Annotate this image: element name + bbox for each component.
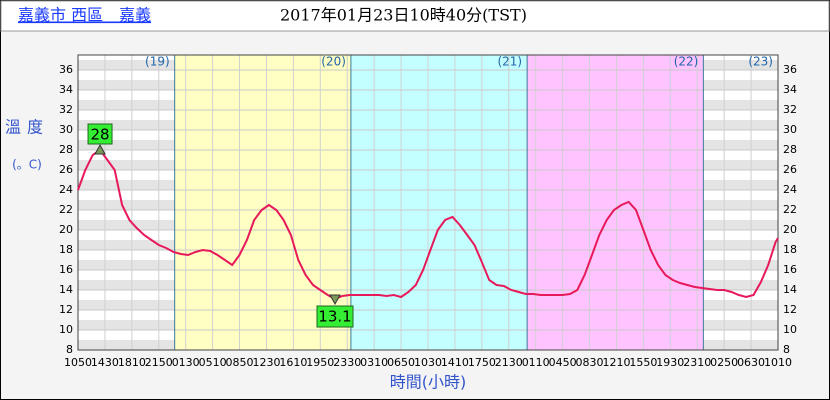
header-bar (0, 0, 830, 32)
x-tick-label: 1550 (629, 356, 657, 369)
y-tick-label-right: 12 (783, 303, 797, 316)
day-label: (23) (748, 55, 773, 69)
x-tick-label: 1610 (279, 356, 307, 369)
y-tick-label: 32 (59, 103, 73, 116)
x-tick-label: 0250 (710, 356, 738, 369)
x-tick-label: 0310 (360, 356, 388, 369)
day-label: (20) (321, 55, 346, 69)
y-tick-label: 18 (59, 243, 73, 256)
y-tick-label-right: 36 (783, 63, 797, 76)
y-tick-label: 14 (59, 283, 73, 296)
day-label: (19) (145, 55, 170, 69)
x-tick-label: 1430 (91, 356, 119, 369)
x-tick-label: 1750 (468, 356, 496, 369)
y-tick-label: 24 (59, 183, 73, 196)
x-tick-label: 1410 (441, 356, 469, 369)
station: 嘉義市 西區 嘉義 (18, 6, 151, 25)
x-tick-label: 1230 (252, 356, 280, 369)
y-tick-label-right: 26 (783, 163, 797, 176)
y-tick-label-right: 10 (783, 323, 797, 336)
day-label: (22) (674, 55, 699, 69)
y-tick-label-right: 32 (783, 103, 797, 116)
x-label: 時間(小時) (390, 373, 467, 392)
y-tick-label: 28 (59, 143, 73, 156)
plot-border (77, 54, 779, 351)
x-tick-label: 0450 (549, 356, 577, 369)
y-tick-label-right: 14 (783, 283, 797, 296)
x-tick-label: 1930 (656, 356, 684, 369)
x-tick-label: 1030 (414, 356, 442, 369)
min-label: 13.1 (318, 308, 351, 326)
x-tick-label: 2330 (333, 356, 361, 369)
y-tick-label: 34 (59, 83, 73, 96)
y-tick-label: 22 (59, 203, 73, 216)
x-tick-label: 0830 (576, 356, 604, 369)
max-label: 28 (90, 126, 109, 144)
min-marker (329, 294, 341, 306)
y-tick-label-right: 16 (783, 263, 797, 276)
y-tick-label-right: 34 (783, 83, 797, 96)
chart-title: 2017年01月23日10時40分(TST) (280, 6, 527, 25)
x-tick-label: 0850 (226, 356, 254, 369)
y-tick-label: 20 (59, 223, 73, 236)
x-tick-label: 2150 (145, 356, 173, 369)
day-band (174, 55, 351, 350)
y-tick-label-right: 18 (783, 243, 797, 256)
x-tick-label: 1210 (602, 356, 630, 369)
min-label-box (316, 305, 354, 328)
x-tick-label: 2310 (683, 356, 711, 369)
y-tick-label-right: 28 (783, 143, 797, 156)
y-tick-label: 10 (59, 323, 73, 336)
x-tick-label: 0650 (387, 356, 415, 369)
y-tick-label: 26 (59, 163, 73, 176)
y-tick-label-right: 24 (783, 183, 797, 196)
y-tick-label: 8 (66, 343, 73, 356)
day-band (350, 55, 528, 350)
day-band (527, 55, 704, 350)
y-tick-label-right: 22 (783, 203, 797, 216)
y-unit: (。C) (12, 158, 42, 172)
y-tick-label-right: 20 (783, 223, 797, 236)
x-tick-label: 1950 (306, 356, 334, 369)
x-tick-label: 0110 (522, 356, 550, 369)
x-tick-label: 1810 (118, 356, 146, 369)
y-tick-label: 16 (59, 263, 73, 276)
max-label-box (87, 123, 113, 145)
x-tick-label: 0510 (199, 356, 227, 369)
max-marker (94, 143, 106, 155)
y-tick-label: 30 (59, 123, 73, 136)
y-tick-label: 36 (59, 63, 73, 76)
x-tick-label: 2130 (495, 356, 523, 369)
temperature-line (77, 148, 779, 301)
y-tick-label-right: 30 (783, 123, 797, 136)
x-tick-label: 0130 (172, 356, 200, 369)
y-label: 溫度 (5, 118, 49, 137)
y-tick-label: 12 (59, 303, 73, 316)
x-tick-label: 0630 (737, 356, 765, 369)
day-label: (21) (497, 55, 522, 69)
x-tick-label: 1010 (764, 356, 792, 369)
y-tick-label-right: 8 (783, 343, 790, 356)
x-tick-label: 1050 (64, 356, 92, 369)
